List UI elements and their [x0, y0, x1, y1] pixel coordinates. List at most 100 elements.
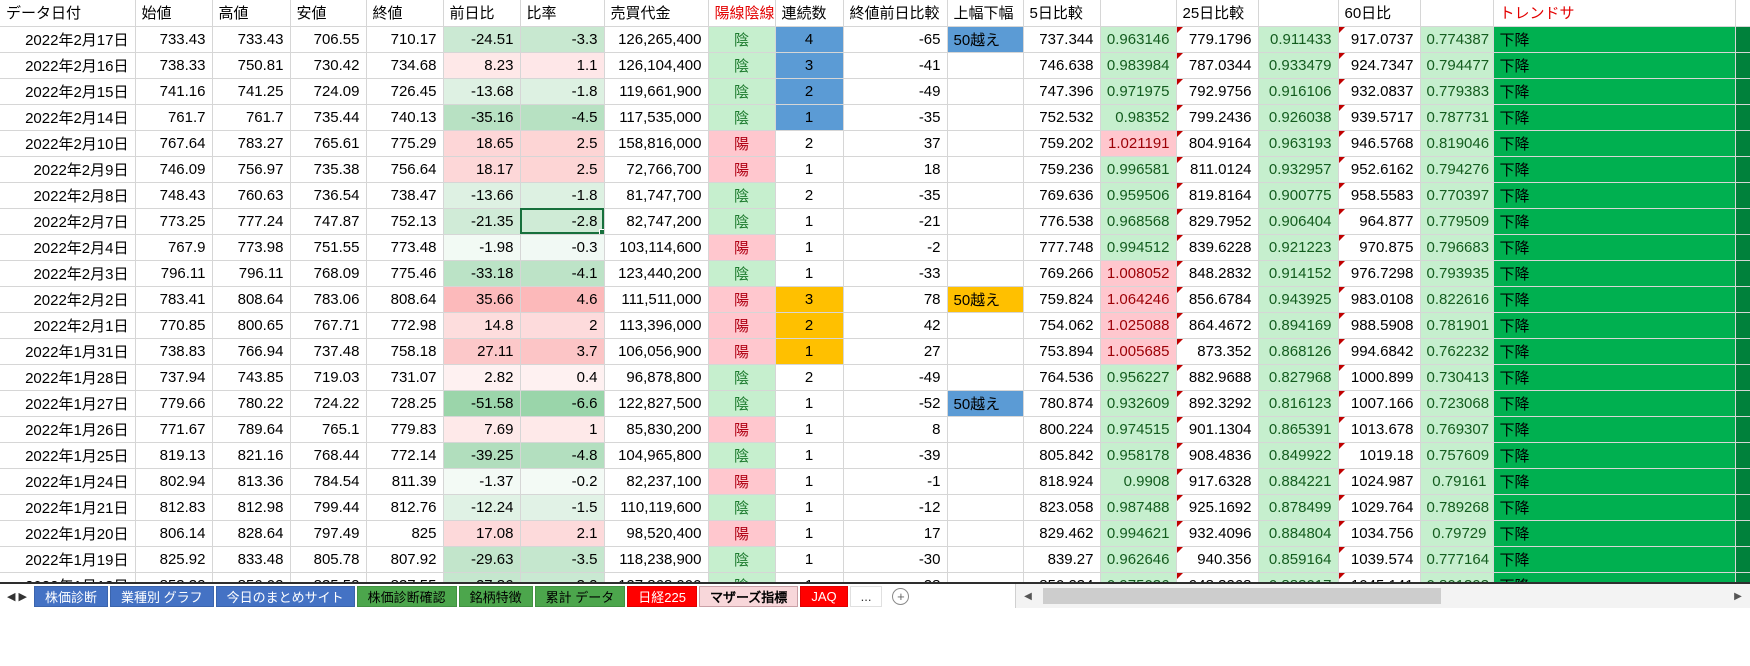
cell-trend[interactable]: 下降 [1493, 416, 1736, 443]
cell-trend[interactable]: 下降 [1493, 286, 1736, 313]
cell-streak[interactable]: 2 [775, 182, 844, 209]
cell-vol[interactable]: 110,119,600 [604, 494, 709, 521]
cell-d60[interactable]: 932.0837 [1338, 78, 1421, 105]
cell-d60[interactable]: 1039.574 [1338, 546, 1421, 573]
cell-edge[interactable] [1735, 208, 1750, 235]
header-candle[interactable]: 陽線陰線 [708, 0, 776, 27]
cell-edge[interactable] [1735, 572, 1750, 582]
scroll-left-icon[interactable]: ◀ [1016, 584, 1040, 608]
cell-d60[interactable]: 946.5768 [1338, 130, 1421, 157]
prev-sheet-icon[interactable]: ◀ [7, 590, 16, 603]
cell-close[interactable]: 772.98 [366, 312, 444, 339]
cell-low[interactable]: 765.1 [290, 416, 367, 443]
cell-d5[interactable]: 752.532 [1023, 104, 1101, 131]
cell-chg[interactable]: 35.66 [443, 286, 521, 313]
cell-chg[interactable]: 7.69 [443, 416, 521, 443]
cell-candle[interactable]: 陰 [708, 494, 776, 521]
cell-chg[interactable]: 14.8 [443, 312, 521, 339]
cell-chg[interactable]: 18.65 [443, 130, 521, 157]
cell-pct[interactable]: -1.5 [520, 494, 605, 521]
cell-open[interactable]: 733.43 [135, 26, 213, 53]
cell-streak[interactable]: 1 [775, 260, 844, 287]
cell-d5[interactable]: 769.266 [1023, 260, 1101, 287]
cell-candle[interactable]: 陰 [708, 78, 776, 105]
cell-low[interactable]: 706.55 [290, 26, 367, 53]
cell-open[interactable]: 738.83 [135, 338, 213, 365]
cell-pct[interactable]: -4.1 [520, 260, 605, 287]
cell-close[interactable]: 728.25 [366, 390, 444, 417]
cell-low[interactable]: 805.78 [290, 546, 367, 573]
scrollbar-thumb[interactable] [1043, 588, 1441, 604]
cell-d60r[interactable]: 0.796683 [1420, 234, 1494, 261]
cell-d5[interactable]: 737.344 [1023, 26, 1101, 53]
cell-streak[interactable]: 1 [775, 338, 844, 365]
cell-date[interactable]: 2022年1月19日 [0, 546, 136, 573]
cell-high[interactable]: 812.98 [212, 494, 291, 521]
cell-close[interactable]: 773.48 [366, 234, 444, 261]
cell-pct[interactable]: -6.6 [520, 390, 605, 417]
cell-open[interactable]: 779.66 [135, 390, 213, 417]
cell-d25[interactable]: 848.2832 [1176, 260, 1259, 287]
cell-cmp[interactable]: 8 [843, 416, 948, 443]
cell-d5r[interactable]: 0.98352 [1100, 104, 1177, 131]
cell-d5r[interactable]: 0.962646 [1100, 546, 1177, 573]
cell-vol[interactable]: 85,830,200 [604, 416, 709, 443]
cell-close[interactable]: 731.07 [366, 364, 444, 391]
cell-pct[interactable]: -3.5 [520, 546, 605, 573]
cell-d5r[interactable]: 0.968568 [1100, 208, 1177, 235]
cell-vol[interactable]: 104,965,800 [604, 442, 709, 469]
cell-vol[interactable]: 126,104,400 [604, 52, 709, 79]
cell-date[interactable]: 2022年2月4日 [0, 234, 136, 261]
cell-high[interactable]: 773.98 [212, 234, 291, 261]
cell-d5[interactable]: 747.396 [1023, 78, 1101, 105]
cell-d5r[interactable]: 0.9908 [1100, 468, 1177, 495]
cell-d5[interactable]: 776.538 [1023, 208, 1101, 235]
cell-pct[interactable]: -0.3 [520, 234, 605, 261]
cell-d5[interactable]: 759.236 [1023, 156, 1101, 183]
cell-cmp[interactable]: -35 [843, 104, 948, 131]
cell-chg[interactable]: -51.58 [443, 390, 521, 417]
cell-candle[interactable]: 陽 [708, 156, 776, 183]
cell-d5r[interactable]: 1.064246 [1100, 286, 1177, 313]
cell-low[interactable]: 735.44 [290, 104, 367, 131]
cell-close[interactable]: 738.47 [366, 182, 444, 209]
cell-range[interactable] [947, 442, 1024, 469]
cell-d60[interactable]: 976.7298 [1338, 260, 1421, 287]
cell-d25r[interactable]: 0.933479 [1258, 52, 1339, 79]
cell-cmp[interactable]: -30 [843, 546, 948, 573]
cell-chg[interactable]: -1.37 [443, 468, 521, 495]
cell-edge[interactable] [1735, 338, 1750, 365]
cell-candle[interactable]: 陽 [708, 312, 776, 339]
cell-d5r[interactable]: 0.996581 [1100, 156, 1177, 183]
scrollbar-track[interactable] [1040, 584, 1726, 608]
cell-cmp[interactable]: -41 [843, 52, 948, 79]
cell-pct[interactable]: 0.4 [520, 364, 605, 391]
header-high[interactable]: 高値 [212, 0, 291, 27]
cell-cmp[interactable]: 17 [843, 520, 948, 547]
cell-edge[interactable] [1735, 130, 1750, 157]
cell-low[interactable]: 783.06 [290, 286, 367, 313]
cell-close[interactable]: 772.14 [366, 442, 444, 469]
cell-d5[interactable]: 769.636 [1023, 182, 1101, 209]
cell-low[interactable]: 730.42 [290, 52, 367, 79]
cell-d25r[interactable]: 0.883017 [1258, 572, 1339, 582]
cell-candle[interactable]: 陽 [708, 468, 776, 495]
cell-d60r[interactable]: 0.79161 [1420, 468, 1494, 495]
header-d5[interactable]: 5日比較 [1023, 0, 1101, 27]
cell-date[interactable]: 2022年2月9日 [0, 156, 136, 183]
cell-d25r[interactable]: 0.911433 [1258, 26, 1339, 53]
cell-close[interactable]: 837.55 [366, 572, 444, 582]
sheet-tab-8[interactable]: JAQ [800, 585, 848, 607]
cell-low[interactable]: 751.55 [290, 234, 367, 261]
cell-chg[interactable]: -24.51 [443, 26, 521, 53]
cell-vol[interactable]: 127,868,900 [604, 572, 709, 582]
header-edge[interactable] [1735, 0, 1750, 27]
cell-cmp[interactable]: -12 [843, 494, 948, 521]
cell-high[interactable]: 800.65 [212, 312, 291, 339]
cell-d60r[interactable]: 0.781901 [1420, 312, 1494, 339]
cell-candle[interactable]: 陽 [708, 286, 776, 313]
cell-d25[interactable]: 882.9688 [1176, 364, 1259, 391]
cell-streak[interactable]: 2 [775, 130, 844, 157]
cell-d60[interactable]: 1024.987 [1338, 468, 1421, 495]
cell-trend[interactable]: 下降 [1493, 520, 1736, 547]
